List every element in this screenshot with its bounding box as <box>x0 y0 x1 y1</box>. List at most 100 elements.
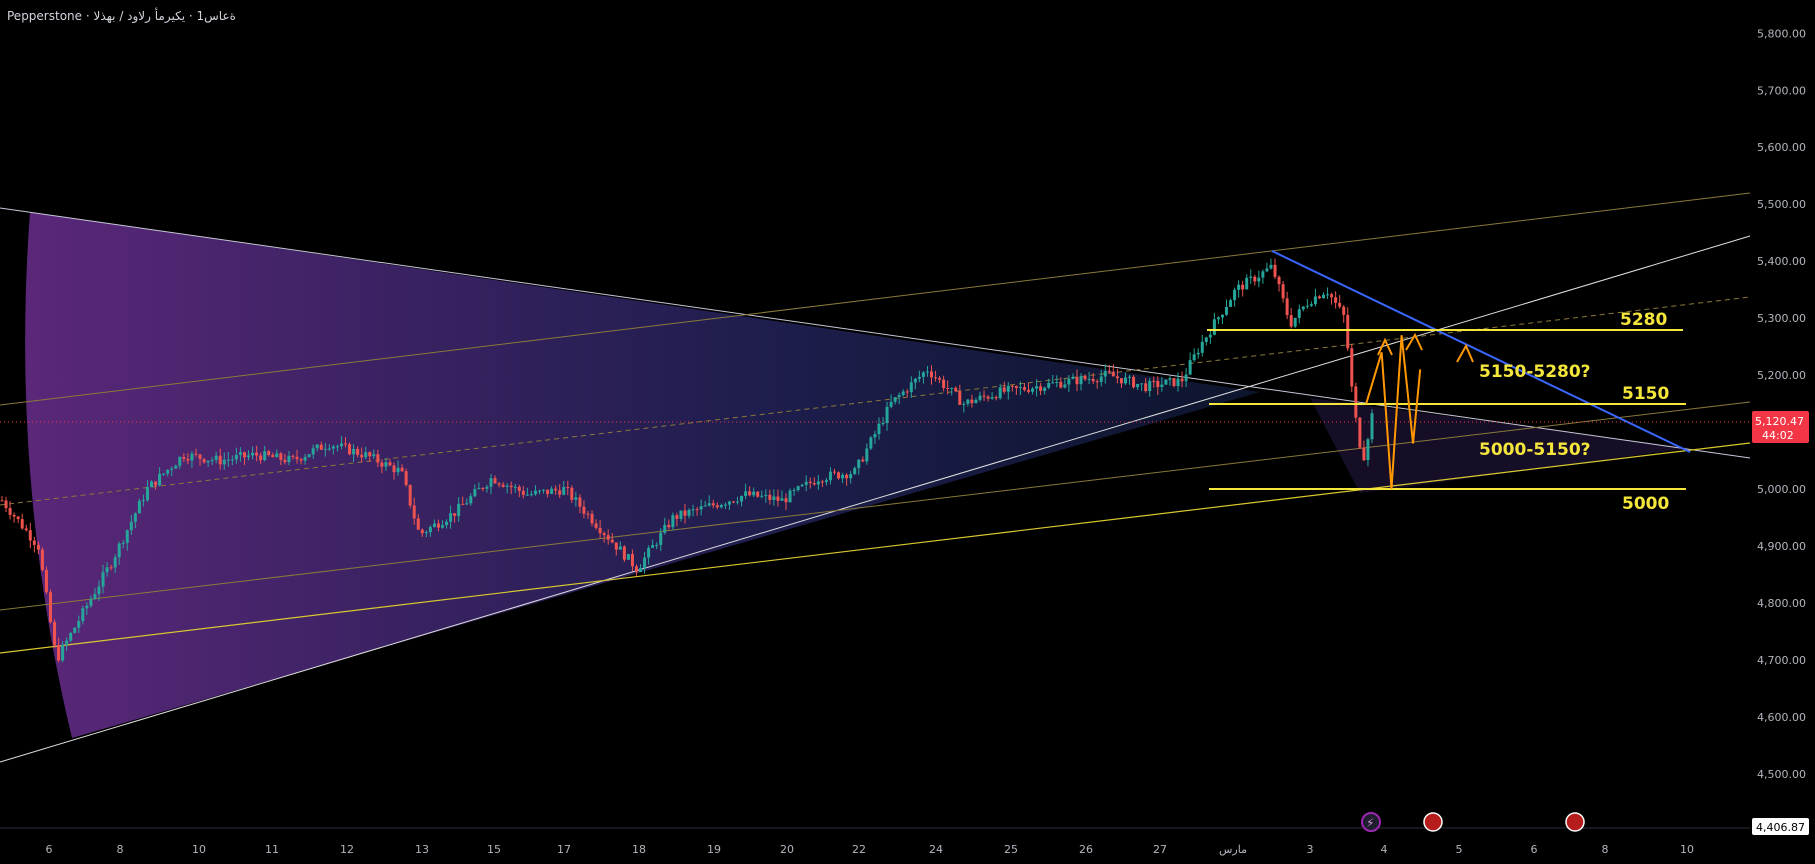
candle-body <box>808 481 812 484</box>
candle-body <box>4 500 8 509</box>
candle-body <box>1273 264 1277 277</box>
candle-body <box>259 455 263 461</box>
candle-body <box>441 525 445 528</box>
candle-body <box>1156 380 1160 388</box>
candle-body <box>1200 341 1204 353</box>
candle-body <box>295 456 299 460</box>
time-tick-label: 20 <box>780 843 794 856</box>
candle-body <box>432 523 436 527</box>
price-axis[interactable]: 5,800.00 5,700.00 5,600.00 5,500.00 5,400.00… <box>1757 27 1806 780</box>
symbol-header[interactable]: Pepperstone · ةعاس1 · يكيرمأ رلاود / ب​ه… <box>7 9 236 23</box>
zone-label-lower: 5000-5150? <box>1479 440 1591 460</box>
candle-body <box>1293 317 1297 327</box>
candle-body <box>388 462 392 466</box>
candle-body <box>141 500 145 502</box>
time-tick-label: 10 <box>192 843 206 856</box>
channel-low-line[interactable] <box>0 401 1751 611</box>
candle-body <box>445 521 449 526</box>
candle-body <box>727 501 731 505</box>
candle-body <box>101 572 105 587</box>
candle-body <box>1006 385 1010 392</box>
candle-body <box>675 515 679 519</box>
time-tick-label: 25 <box>1004 843 1018 856</box>
candle-body <box>1212 319 1216 335</box>
channel-mid-line[interactable] <box>0 296 1751 506</box>
price-tick-label: 5,300.00 <box>1757 312 1806 325</box>
candle-body <box>364 452 368 458</box>
candle-body <box>938 378 942 380</box>
blue-trendline[interactable] <box>1271 250 1691 453</box>
candle-body <box>376 454 380 463</box>
candle-body <box>384 462 388 467</box>
candle-body <box>234 454 238 460</box>
price-tick-label: 5,000.00 <box>1757 483 1806 496</box>
us-flag-event-icon-2[interactable] <box>1565 812 1585 832</box>
us-flag-event-icon-1[interactable] <box>1423 812 1443 832</box>
candle-body <box>1136 383 1140 388</box>
time-tick-label: 3 <box>1307 843 1314 856</box>
candle-body <box>1083 376 1087 380</box>
candle-body <box>121 542 125 544</box>
candle-body <box>404 471 408 485</box>
candle-body <box>158 473 162 486</box>
flash-event-icon[interactable] <box>1361 812 1381 832</box>
candle-body <box>667 524 671 528</box>
candle-body <box>521 490 525 495</box>
candle-body <box>921 372 925 377</box>
fan-wedge[interactable] <box>25 212 1261 738</box>
candle-body <box>1261 271 1265 278</box>
candle-body <box>1055 381 1059 383</box>
candle-body <box>129 521 133 531</box>
candle-body <box>695 509 699 511</box>
candle-body <box>1043 387 1047 391</box>
candle-body <box>1265 268 1269 272</box>
candle-body <box>1059 381 1063 388</box>
candle-body <box>655 544 659 546</box>
projection-path[interactable] <box>1365 335 1422 490</box>
lower-wedge-line[interactable] <box>0 235 1751 763</box>
candle-body <box>554 488 558 491</box>
candle-body <box>1245 277 1249 290</box>
support-line[interactable] <box>0 442 1751 654</box>
time-axis[interactable]: 6 8 10 11 12 13 15 17 18 19 20 22 24 25 26 27 مارس 3 4 5 6 8 1… <box>46 843 1695 856</box>
candle-body <box>331 446 335 449</box>
candle-body <box>622 546 626 560</box>
candle-body <box>978 395 982 400</box>
label-5000: 5000 <box>1622 494 1669 514</box>
candle-body <box>1350 348 1354 387</box>
candle-body <box>44 570 48 593</box>
candle-body <box>594 523 598 528</box>
candle-body <box>986 396 990 399</box>
candle-body <box>1354 386 1358 418</box>
candle-body <box>1172 378 1176 387</box>
candle-body <box>453 513 457 516</box>
candle-body <box>279 453 283 460</box>
candle-body <box>356 448 360 455</box>
label-5280: 5280 <box>1620 310 1667 330</box>
candle-body <box>77 621 81 628</box>
candle-body <box>703 505 707 507</box>
bottom-price-value: 4,406.87 <box>1756 821 1805 834</box>
candle-body <box>824 480 828 483</box>
candle-body <box>481 488 485 490</box>
candle-body <box>1309 304 1313 306</box>
candle-body <box>925 371 929 373</box>
candle-body <box>740 495 744 502</box>
candle-body <box>558 490 562 495</box>
price-tick-label: 4,800.00 <box>1757 597 1806 610</box>
candle-body <box>226 459 230 461</box>
candle-body <box>1338 302 1342 307</box>
channel-top-line[interactable] <box>0 192 1751 406</box>
candle-body <box>719 505 723 508</box>
candle-body <box>81 608 85 622</box>
candle-body <box>97 586 101 595</box>
candle-body <box>311 448 315 455</box>
candle-body <box>570 487 574 500</box>
upper-wedge-line[interactable] <box>0 207 1751 459</box>
candle-body <box>998 387 1002 399</box>
candle-body <box>247 455 251 458</box>
candle-body <box>1289 315 1293 327</box>
candle-body <box>287 455 291 463</box>
candle-body <box>598 527 602 534</box>
